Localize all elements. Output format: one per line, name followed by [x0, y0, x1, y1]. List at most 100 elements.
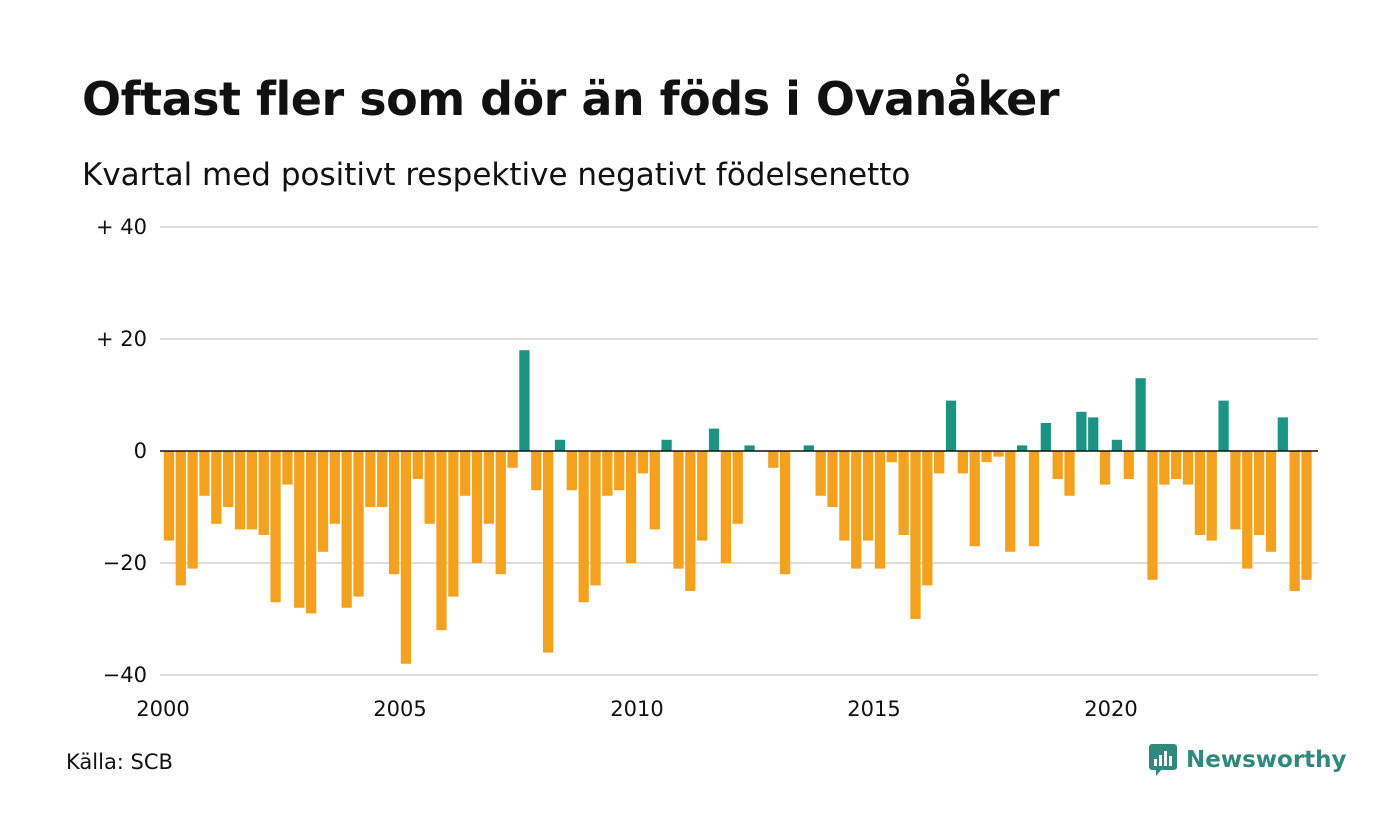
- bar-2014-k1: [827, 451, 838, 507]
- bar-2008-k1: [543, 451, 554, 653]
- bar-2010-k3: [661, 439, 672, 451]
- bar-2000-k1: [163, 451, 175, 541]
- bar-2022-k1: [1206, 451, 1217, 541]
- bar-2020-k3: [1135, 378, 1146, 451]
- bar-2023-k4: [1289, 451, 1300, 591]
- y-tick-label: −40: [103, 663, 147, 687]
- bar-2019-k4: [1099, 451, 1111, 485]
- y-tick-label: + 40: [96, 215, 147, 239]
- bar-2010-k2: [649, 451, 660, 530]
- newsworthy-logo-text: Newsworthy: [1186, 747, 1347, 773]
- bar-2008-k4: [578, 451, 589, 603]
- bar-2015-k4: [910, 451, 921, 619]
- bar-2012-k1: [732, 451, 743, 524]
- bar-2006-k3: [471, 451, 483, 563]
- bar-2006-k2: [460, 451, 471, 496]
- bar-2011-k4: [720, 451, 731, 563]
- bar-2012-k4: [768, 451, 779, 468]
- bar-2007-k3: [519, 350, 530, 451]
- bar-2021-k2: [1171, 451, 1182, 479]
- bar-2008-k3: [566, 451, 577, 491]
- bar-2005-k3: [424, 451, 435, 524]
- bar-2021-k3: [1182, 451, 1194, 485]
- bar-2004-k4: [388, 451, 400, 575]
- bar-2009-k4: [625, 451, 637, 563]
- bar-2018-k3: [1040, 423, 1051, 451]
- bar-2022-k2: [1218, 400, 1229, 451]
- x-tick-label: 2020: [1084, 697, 1137, 721]
- gridlines: [160, 226, 1318, 676]
- bar-2001-k4: [246, 451, 257, 530]
- bar-2017-k3: [993, 451, 1004, 457]
- bar-2019-k3: [1088, 417, 1099, 451]
- bar-2009-k2: [602, 451, 613, 496]
- x-tick-label: 2010: [610, 697, 663, 721]
- bar-2021-k1: [1159, 451, 1170, 485]
- bar-2018-k4: [1052, 451, 1063, 479]
- bar-2007-k2: [507, 451, 518, 468]
- newsworthy-chat-chart-icon: [1149, 744, 1177, 776]
- bar-2014-k3: [851, 451, 862, 569]
- bar-2013-k3: [803, 445, 814, 451]
- x-tick-label: 2015: [847, 697, 900, 721]
- bar-2017-k4: [1005, 451, 1016, 552]
- bar-2023-k3: [1277, 417, 1288, 451]
- x-tick-label: 2000: [136, 697, 189, 721]
- chart-subtitle: Kvartal med positivt respektive negativt…: [82, 157, 911, 193]
- bar-2019-k1: [1064, 451, 1075, 496]
- bar-2013-k4: [815, 451, 826, 496]
- bar-2012-k2: [744, 445, 755, 451]
- bar-2020-k4: [1147, 451, 1158, 580]
- bar-2007-k4: [531, 451, 542, 491]
- bar-2010-k4: [673, 451, 684, 569]
- bars: [163, 350, 1312, 664]
- y-tick-label: 0: [134, 439, 147, 463]
- bar-2007-k1: [495, 451, 506, 575]
- bar-2000-k3: [187, 451, 198, 569]
- bar-2016-k4: [957, 451, 968, 474]
- y-tick-label: −20: [103, 551, 147, 575]
- bar-2014-k2: [839, 451, 850, 541]
- bar-2004-k2: [365, 451, 376, 507]
- x-axis-labels: 2000 2005 2010 2015 2020: [136, 697, 1137, 721]
- bar-2006-k1: [448, 451, 459, 597]
- bar-2011-k1: [685, 451, 696, 591]
- bar-2004-k3: [377, 451, 388, 507]
- bar-2010-k1: [637, 451, 649, 474]
- bar-2003-k4: [341, 451, 352, 608]
- bar-2017-k1: [969, 451, 980, 547]
- bar-2001-k1: [211, 451, 222, 524]
- bar-2024-k1: [1301, 451, 1312, 580]
- bar-2020-k2: [1123, 451, 1134, 479]
- bar-2008-k2: [554, 439, 566, 451]
- bar-2002-k3: [282, 451, 293, 485]
- bar-2014-k4: [862, 451, 874, 541]
- bar-2022-k4: [1242, 451, 1253, 569]
- bar-2016-k1: [922, 451, 933, 586]
- bar-2020-k1: [1111, 439, 1123, 451]
- bar-2009-k3: [614, 451, 625, 491]
- bar-2004-k1: [353, 451, 364, 597]
- bar-2005-k2: [412, 451, 423, 479]
- bar-2015-k1: [874, 451, 886, 569]
- bar-2023-k1: [1254, 451, 1265, 535]
- bar-2009-k1: [590, 451, 601, 586]
- bar-2016-k2: [934, 451, 945, 474]
- bar-2005-k4: [436, 451, 447, 631]
- bar-2015-k2: [886, 451, 897, 463]
- bar-2017-k2: [981, 451, 992, 463]
- bar-2002-k2: [270, 451, 281, 603]
- chart-title: Oftast fler som dör än föds i Ovanåker: [82, 72, 1060, 126]
- bar-2023-k2: [1265, 451, 1277, 552]
- y-tick-label: + 20: [96, 327, 147, 351]
- bar-2006-k4: [483, 451, 494, 524]
- bar-2003-k3: [329, 451, 340, 524]
- bar-2000-k2: [175, 451, 186, 586]
- bar-2011-k2: [697, 451, 708, 541]
- x-tick-label: 2005: [373, 697, 426, 721]
- bar-2018-k1: [1017, 445, 1028, 451]
- bar-2002-k1: [258, 451, 269, 535]
- newsworthy-logo: Newsworthy: [1148, 742, 1347, 778]
- bar-2002-k4: [294, 451, 305, 608]
